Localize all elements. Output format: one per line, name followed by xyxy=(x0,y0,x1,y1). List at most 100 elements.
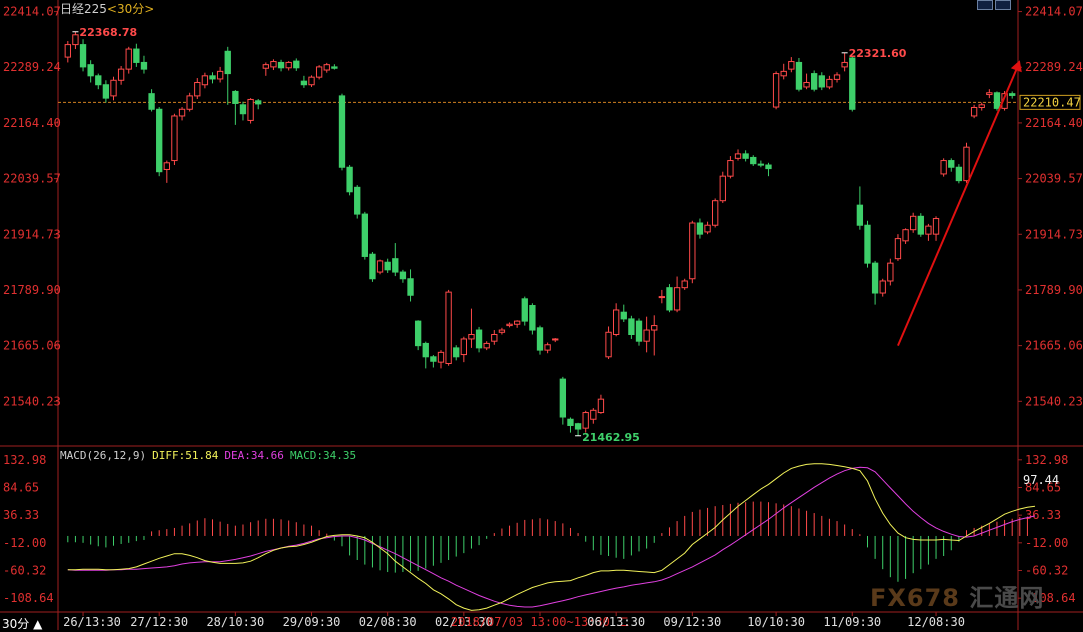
price-tick-label-right: 22039.57 xyxy=(1025,172,1083,186)
candle-down xyxy=(79,44,87,68)
candle-down xyxy=(102,84,110,99)
price-tick-label-left: 22289.24 xyxy=(3,60,61,74)
candle-down xyxy=(209,75,216,80)
candle-down xyxy=(529,305,536,331)
candle-up xyxy=(712,200,719,226)
candle-up xyxy=(932,218,940,235)
candle-up xyxy=(201,75,209,86)
watermark-cn-text: 汇通网 xyxy=(969,584,1045,612)
maximize-window-icon[interactable] xyxy=(995,0,1011,10)
candle-down xyxy=(407,278,414,296)
candle-down xyxy=(156,108,163,173)
candle-up xyxy=(376,260,384,273)
time-axis-label: 02/13:30 xyxy=(435,615,493,629)
price-tick-label-left: 21540.23 xyxy=(3,394,61,408)
candle-up xyxy=(513,320,521,325)
candle-up xyxy=(833,74,841,80)
macd-current-label: 97.44 xyxy=(1023,473,1059,487)
candle-up xyxy=(978,104,985,108)
candle-down xyxy=(696,222,704,235)
price-tick-label-left: 22164.40 xyxy=(3,116,61,130)
macd-value: MACD:34.35 xyxy=(289,449,357,462)
candle-up xyxy=(491,334,498,342)
candle-down xyxy=(559,378,567,418)
time-axis-label: 29/09:30 xyxy=(283,615,341,629)
price-tick-label-left: 21914.73 xyxy=(3,227,61,241)
high-price-label: 22368.78 xyxy=(79,26,137,39)
candle-up xyxy=(772,73,780,108)
price-tick-label-right: 21789.90 xyxy=(1025,283,1083,297)
restore-window-icon[interactable] xyxy=(977,0,993,10)
current-price-box xyxy=(1019,94,1081,110)
candle-down xyxy=(856,204,864,226)
candle-up xyxy=(734,153,742,159)
price-tick-label-right: 21914.73 xyxy=(1025,227,1083,241)
candle-down xyxy=(757,163,765,166)
candle-down xyxy=(430,356,437,362)
candle-down xyxy=(666,287,673,311)
candle-up xyxy=(262,64,269,69)
candle-up xyxy=(673,287,681,311)
candle-down xyxy=(148,93,155,110)
candle-up xyxy=(643,329,650,342)
time-axis-label: 11/09:30 xyxy=(823,615,881,629)
candle-down xyxy=(521,298,528,322)
candle-up xyxy=(894,238,902,260)
candle-up xyxy=(803,82,810,88)
candle-up xyxy=(970,106,978,117)
candle-up xyxy=(483,342,490,349)
candle-up xyxy=(552,338,559,341)
candle-up xyxy=(582,412,589,429)
candle-down xyxy=(140,61,148,70)
macd-tick-label-right: 84.65 xyxy=(1025,480,1061,494)
macd-tick-label-right: 132.98 xyxy=(1025,453,1068,467)
candle-up xyxy=(681,280,688,289)
diff-line xyxy=(67,463,1036,611)
candle-up xyxy=(285,61,292,69)
candle-down xyxy=(993,92,1001,109)
period-selector[interactable]: 30分 ▲ xyxy=(2,617,43,631)
timeframe-label[interactable]: <30分> xyxy=(106,2,155,16)
candle-up xyxy=(963,146,970,182)
candle-down xyxy=(628,318,635,336)
candle-up xyxy=(879,280,886,294)
candle-up xyxy=(689,222,696,280)
time-axis-label: 27/12:30 xyxy=(130,615,188,629)
candle-up xyxy=(498,329,506,333)
candle-up xyxy=(544,344,551,351)
time-axis-label: 09/12:30 xyxy=(663,615,721,629)
candle-down xyxy=(346,166,353,193)
candle-down xyxy=(239,104,247,115)
candle-up xyxy=(270,61,277,68)
candle-down xyxy=(338,95,346,168)
candle-down xyxy=(1009,93,1016,96)
candle-down xyxy=(849,57,856,110)
candle-down xyxy=(742,153,749,159)
candle-up xyxy=(468,334,475,340)
candle-down xyxy=(765,164,772,170)
price-tick-label-left: 21789.90 xyxy=(3,283,61,297)
candle-up xyxy=(704,224,711,233)
candle-up xyxy=(925,225,932,235)
macd-tick-label-left: 132.98 xyxy=(3,453,46,467)
price-tick-label-right: 22164.40 xyxy=(1025,116,1083,130)
price-tick-label-right: 22289.24 xyxy=(1025,60,1083,74)
candle-up xyxy=(460,338,468,356)
candle-up xyxy=(940,160,947,175)
time-axis-label: 10/10:30 xyxy=(747,615,805,629)
current-price-label: 22210.47 xyxy=(1023,95,1081,109)
candle-up xyxy=(72,34,79,46)
candle-up xyxy=(163,162,170,170)
candle-up xyxy=(506,323,513,327)
candle-up xyxy=(194,82,201,97)
candle-down xyxy=(392,258,399,273)
price-tick-label-right: 21665.06 xyxy=(1025,339,1083,353)
candle-down xyxy=(750,156,757,165)
candle-down xyxy=(864,224,871,264)
instrument-name: 日经225 xyxy=(60,2,107,16)
candle-up xyxy=(117,68,125,81)
candle-down xyxy=(354,186,361,215)
macd-tick-label-left: 84.65 xyxy=(3,480,39,494)
candle-up xyxy=(445,291,452,364)
